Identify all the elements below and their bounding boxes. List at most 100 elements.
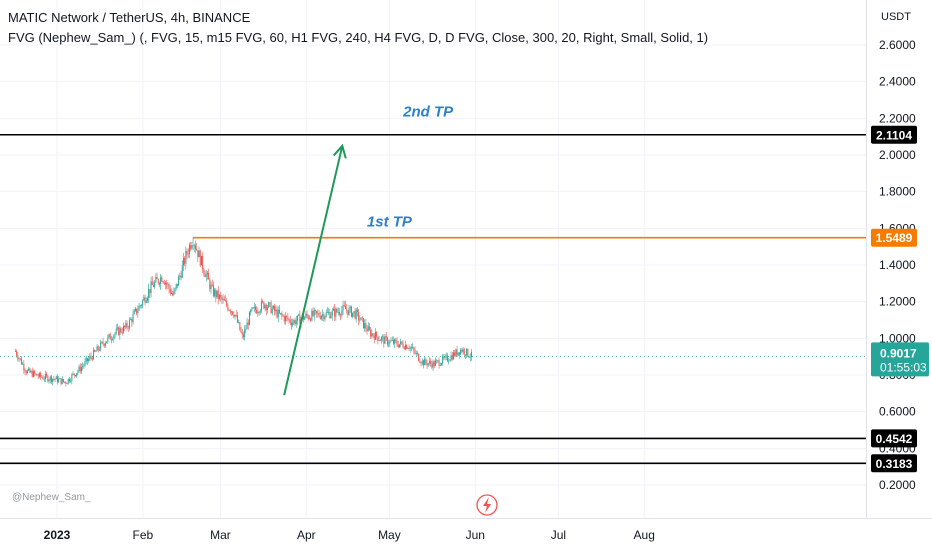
candle-body [242,334,244,338]
candle-body [211,284,213,286]
candle-body [292,322,294,326]
time-axis[interactable]: 2023 Feb Mar Apr May Jun Jul Aug [44,528,655,542]
candle-body [86,358,88,362]
candle-body [467,348,469,357]
trend-arrow[interactable] [283,143,347,396]
candle-body [442,356,444,364]
candle-body [372,333,374,336]
candle-body [413,347,415,351]
candle-body [205,274,207,278]
candle-body [432,361,434,368]
time-tick-label[interactable]: May [378,528,401,542]
candle-body [192,245,194,247]
candle-body [275,309,277,312]
candle-body [425,359,427,363]
candle-body [42,377,44,380]
candle-body [100,342,102,350]
candle-body [40,373,42,377]
candle-body [446,355,448,362]
candle-body [312,310,314,316]
time-tick-label[interactable]: Feb [133,528,154,542]
candle-body [46,374,48,376]
price-label-text: 0.3183 [876,457,913,471]
candle-body [463,349,465,355]
horizontal-lines[interactable] [0,133,866,465]
time-tick-label[interactable]: Mar [210,528,231,542]
candle-body [101,341,103,343]
annotations[interactable]: 2nd TP 1st TP [367,104,454,231]
lightning-icon[interactable] [476,494,498,516]
candle-body [469,357,471,358]
candle-body [209,279,211,290]
annotation-text[interactable]: 2nd TP [402,104,454,121]
time-tick-label[interactable]: 2023 [44,528,71,542]
candle-body [310,318,312,321]
arrow-shaft[interactable] [283,145,344,396]
candle-body [299,314,301,324]
candle-body [36,373,38,376]
candle-body [350,306,352,317]
candle-body [108,334,110,337]
candle-body [139,305,141,307]
candle-body [120,328,122,333]
candle-body [151,281,153,286]
candle-body [68,378,70,382]
candle-body [276,309,278,318]
candle-body [421,360,423,364]
candle-body [293,320,295,323]
candle-body [397,344,399,348]
chart-title: MATIC Network / TetherUS, 4h, BINANCE [8,10,251,25]
candle-body [316,310,318,314]
time-tick-label[interactable]: Apr [297,528,316,542]
candle-body [224,300,226,302]
candle-body [460,349,462,355]
candle-body [426,362,428,366]
candle-body [193,245,195,247]
price-tick-label: 2.6000 [879,38,916,52]
candle-body [368,326,370,330]
candle-body [268,302,270,308]
candle-body [35,373,37,375]
candle-body [428,361,430,364]
time-tick-label[interactable]: Jun [466,528,485,542]
candle-body [95,351,97,353]
candle-body [55,376,57,380]
arrow-head[interactable] [332,143,347,159]
candle-body [395,339,397,341]
candle-body [128,319,130,328]
candle-body [294,320,296,325]
candle-body [97,346,99,350]
grid-lines [0,0,866,518]
candle-body [214,289,216,296]
candle-body [257,311,259,314]
candle-body [186,251,188,254]
annotation-text[interactable]: 1st TP [367,214,413,231]
candle-body [106,341,108,344]
indicator-legend[interactable]: FVG (Nephew_Sam_) (, FVG, 15, m15 FVG, 6… [8,30,708,45]
candle-body [167,284,169,285]
price-label-text: 0.4542 [876,432,913,446]
candle-body [358,312,360,321]
candle-body [31,371,33,377]
candle-body [236,315,238,323]
candle-body [208,272,210,280]
candle-body [58,378,60,383]
candle-body [67,378,69,384]
time-tick-label[interactable]: Aug [634,528,655,542]
candle-body [122,325,124,333]
candle-body [443,356,445,358]
candle-body [376,331,378,337]
candle-body [296,315,298,321]
candle-body [232,311,234,315]
candle-body [49,376,51,381]
candle-body [210,284,212,290]
candle-body [374,331,376,340]
candle-body [50,376,52,382]
candle-body [229,310,231,313]
candle-body [415,352,417,354]
time-tick-label[interactable]: Jul [551,528,566,542]
candle-body [455,349,457,356]
candle-body [91,357,93,360]
candle-body [251,307,253,311]
